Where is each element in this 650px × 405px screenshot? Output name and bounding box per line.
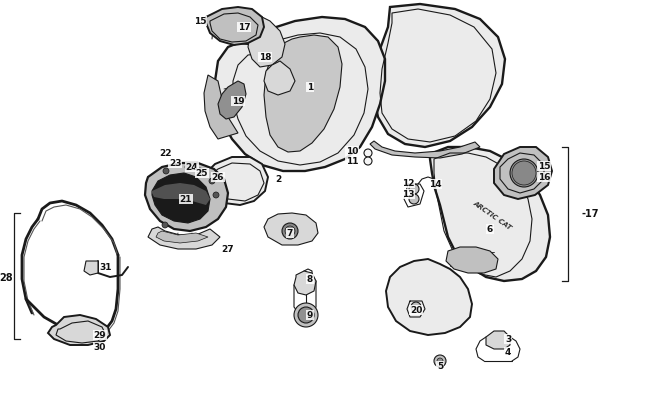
Text: 14: 14 — [429, 180, 441, 189]
Text: 2: 2 — [275, 175, 281, 184]
Circle shape — [285, 226, 295, 237]
Circle shape — [163, 168, 169, 175]
Text: 29: 29 — [94, 331, 107, 340]
Circle shape — [512, 162, 536, 185]
Polygon shape — [48, 315, 110, 345]
Polygon shape — [446, 247, 498, 273]
Text: 12: 12 — [402, 179, 414, 188]
Circle shape — [411, 302, 421, 312]
Polygon shape — [148, 228, 220, 249]
Polygon shape — [248, 18, 285, 68]
Text: 6: 6 — [487, 225, 493, 234]
Polygon shape — [486, 331, 510, 349]
Polygon shape — [264, 213, 318, 245]
Circle shape — [510, 160, 538, 188]
Polygon shape — [205, 158, 268, 205]
Polygon shape — [386, 259, 472, 335]
Text: 23: 23 — [169, 159, 181, 168]
Polygon shape — [215, 18, 385, 172]
Circle shape — [282, 224, 298, 239]
Text: 11: 11 — [346, 157, 358, 166]
Text: 7: 7 — [287, 229, 293, 238]
Text: 9: 9 — [307, 311, 313, 320]
Polygon shape — [494, 148, 552, 200]
Polygon shape — [84, 261, 98, 275]
Polygon shape — [218, 82, 246, 120]
Text: 30: 30 — [94, 343, 106, 352]
Circle shape — [185, 164, 191, 171]
Text: 25: 25 — [196, 169, 208, 178]
Text: 15: 15 — [194, 17, 206, 26]
Text: 17: 17 — [238, 23, 250, 32]
Polygon shape — [204, 76, 238, 140]
Polygon shape — [294, 271, 316, 295]
Polygon shape — [145, 164, 228, 231]
Text: 15: 15 — [538, 162, 551, 171]
Text: 1: 1 — [307, 83, 313, 92]
Circle shape — [209, 179, 215, 185]
Text: 22: 22 — [160, 149, 172, 158]
Polygon shape — [374, 5, 505, 148]
Text: 18: 18 — [259, 53, 271, 62]
Text: 26: 26 — [212, 173, 224, 182]
Polygon shape — [152, 174, 210, 224]
Circle shape — [294, 303, 318, 327]
Text: 27: 27 — [222, 245, 234, 254]
Text: 16: 16 — [538, 173, 551, 182]
Text: 3: 3 — [505, 335, 511, 344]
Polygon shape — [264, 62, 295, 96]
Text: 31: 31 — [99, 263, 112, 272]
Circle shape — [298, 307, 314, 323]
Circle shape — [409, 185, 419, 194]
Polygon shape — [430, 148, 550, 281]
Circle shape — [364, 149, 372, 158]
Polygon shape — [152, 183, 210, 205]
Text: -17: -17 — [581, 209, 599, 218]
Polygon shape — [206, 8, 264, 46]
Circle shape — [364, 158, 372, 166]
Text: 24: 24 — [186, 163, 198, 172]
Text: 21: 21 — [180, 195, 192, 204]
Circle shape — [197, 168, 203, 175]
Text: 20: 20 — [410, 306, 422, 315]
Text: 4: 4 — [505, 347, 511, 357]
Text: 5: 5 — [437, 362, 443, 371]
Polygon shape — [156, 231, 208, 243]
Text: 13: 13 — [402, 190, 414, 199]
Circle shape — [162, 222, 168, 228]
Polygon shape — [264, 36, 342, 153]
Text: 8: 8 — [307, 275, 313, 284]
Text: ARCTIC CAT: ARCTIC CAT — [472, 199, 512, 230]
Circle shape — [213, 192, 219, 198]
Circle shape — [437, 358, 443, 364]
Circle shape — [434, 355, 446, 367]
Text: 28: 28 — [0, 272, 13, 282]
Circle shape — [409, 194, 419, 205]
Text: 10: 10 — [346, 147, 358, 156]
Polygon shape — [370, 142, 480, 159]
Text: 19: 19 — [231, 97, 244, 106]
